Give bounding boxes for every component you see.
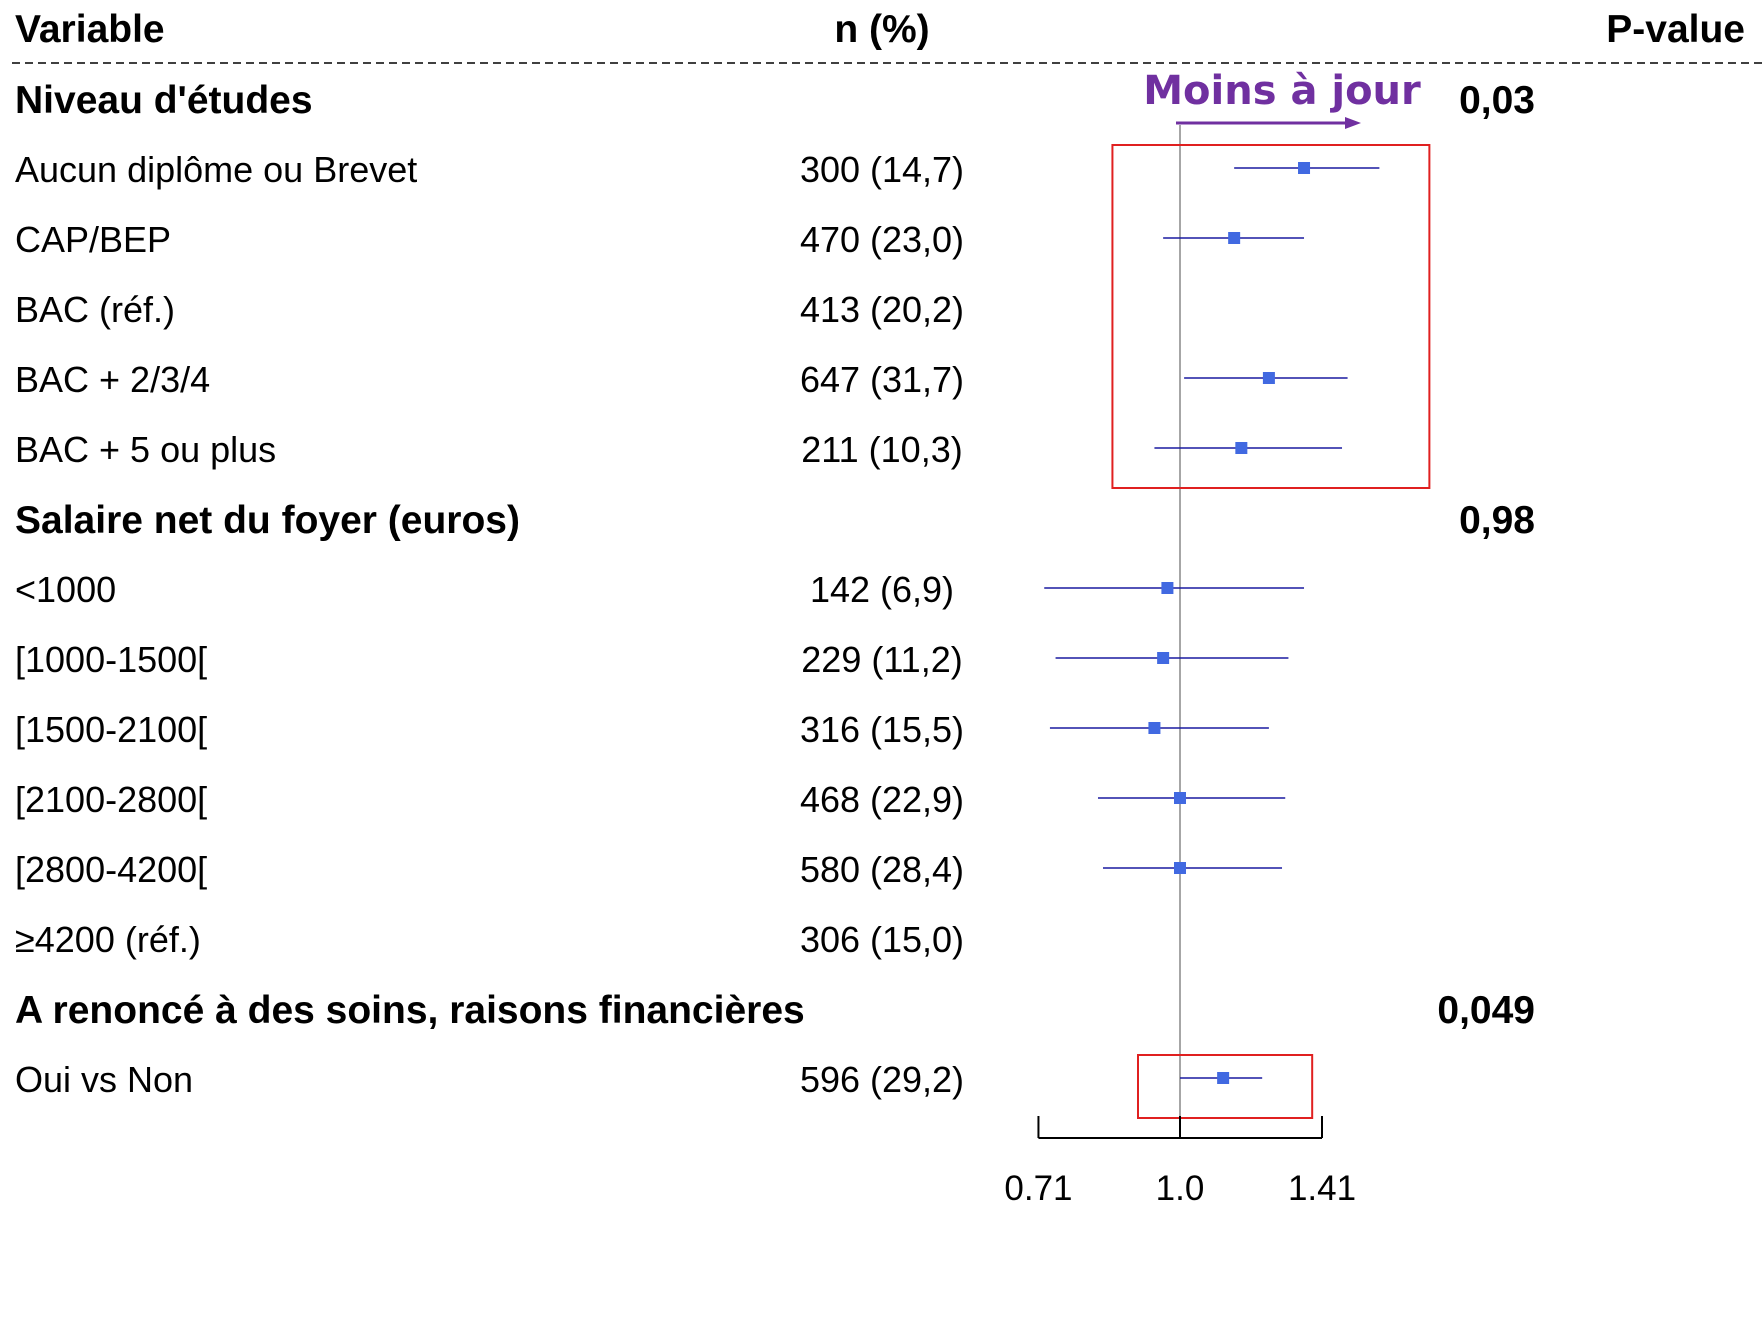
group-label: Salaire net du foyer (euros) <box>15 499 520 542</box>
highlight-box <box>1137 1054 1314 1119</box>
row-n-percent: 316 (15,5) <box>800 709 964 750</box>
row-n-percent: 306 (15,0) <box>800 919 964 960</box>
header-variable: Variable <box>15 8 165 51</box>
estimate-marker <box>1161 582 1174 594</box>
row-label: <1000 <box>15 569 116 610</box>
row-label: [2100-2800[ <box>15 779 207 820</box>
row-label: BAC + 2/3/4 <box>15 359 210 400</box>
row-label: ≥4200 (réf.) <box>15 919 201 960</box>
row-n-percent: 647 (31,7) <box>800 359 964 400</box>
row-label: [1500-2100[ <box>15 709 207 750</box>
x-tick-label: 0.71 <box>1004 1169 1072 1208</box>
row-label: BAC (réf.) <box>15 289 175 330</box>
row-label: Aucun diplôme ou Brevet <box>15 149 417 190</box>
row-label: Oui vs Non <box>15 1059 193 1100</box>
group-label: Niveau d'études <box>15 79 313 122</box>
row-n-percent: 596 (29,2) <box>800 1059 964 1100</box>
estimate-marker <box>1228 232 1241 244</box>
p-value: 0,03 <box>1459 79 1535 122</box>
row-n-percent: 470 (23,0) <box>800 219 964 260</box>
estimate-marker <box>1174 862 1186 874</box>
highlight-box <box>1111 144 1431 489</box>
row-n-percent: 211 (10,3) <box>801 429 962 470</box>
estimate-marker <box>1298 162 1311 174</box>
estimate-marker <box>1157 652 1170 664</box>
row-label: [2800-4200[ <box>15 849 207 890</box>
row-n-percent: 413 (20,2) <box>800 289 964 330</box>
row-n-percent: 300 (14,7) <box>800 149 964 190</box>
p-value: 0,98 <box>1459 499 1535 542</box>
group-label: A renoncé à des soins, raisons financièr… <box>15 989 805 1032</box>
p-value: 0,049 <box>1437 989 1535 1032</box>
direction-arrow-head <box>1345 117 1361 129</box>
header-pvalue: P-value <box>1606 8 1745 51</box>
row-label: BAC + 5 ou plus <box>15 429 276 470</box>
estimate-marker <box>1235 442 1248 454</box>
estimate-marker <box>1217 1072 1230 1084</box>
row-n-percent: 580 (28,4) <box>800 849 964 890</box>
row-label: [1000-1500[ <box>15 639 207 680</box>
row-n-percent: 142 (6,9) <box>810 569 954 610</box>
estimate-marker <box>1174 792 1186 804</box>
direction-annotation: Moins à jour <box>1143 68 1421 114</box>
x-tick-label: 1.41 <box>1288 1169 1356 1208</box>
estimate-marker <box>1148 722 1161 734</box>
header-n: n (%) <box>834 8 929 51</box>
row-n-percent: 468 (22,9) <box>800 779 964 820</box>
estimate-marker <box>1262 372 1275 384</box>
x-tick-label: 1.0 <box>1156 1169 1205 1208</box>
row-label: CAP/BEP <box>15 219 171 260</box>
row-n-percent: 229 (11,2) <box>801 639 962 680</box>
